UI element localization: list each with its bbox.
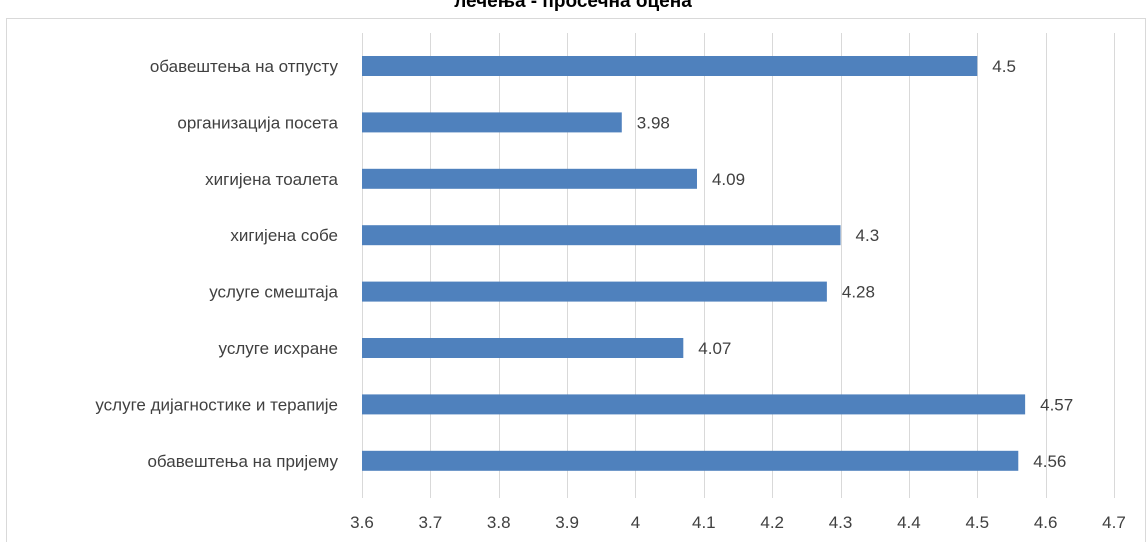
bars bbox=[362, 56, 1026, 471]
category-label: хигијена собе bbox=[230, 226, 338, 245]
category-label: обавештења на пријему bbox=[147, 452, 338, 471]
data-label: 4.3 bbox=[856, 226, 880, 245]
data-label: 4.57 bbox=[1040, 395, 1073, 414]
category-label: хигијена тоалета bbox=[205, 170, 338, 189]
category-labels: обавештења на отпусту организација посета… bbox=[95, 57, 338, 471]
x-tick-label: 4.1 bbox=[692, 513, 716, 532]
category-label: услуге дијагностике и терапије bbox=[95, 395, 338, 414]
bar bbox=[362, 56, 978, 76]
bar bbox=[362, 394, 1026, 415]
x-tick-label: 3.9 bbox=[555, 513, 579, 532]
bar bbox=[362, 225, 841, 246]
category-label: организација посета bbox=[177, 113, 338, 132]
x-tick-label: 4 bbox=[631, 513, 640, 532]
data-label: 4.07 bbox=[698, 339, 731, 358]
x-axis-tick-labels: 3.6 3.7 3.8 3.9 4 4.1 4.2 4.3 4.4 4.5 4.6 4.7 bbox=[350, 513, 1126, 532]
data-label: 4.5 bbox=[992, 57, 1016, 76]
data-label: 4.09 bbox=[712, 170, 745, 189]
x-tick-label: 4.5 bbox=[965, 513, 989, 532]
bar bbox=[362, 112, 622, 133]
chart-title: лечења - просечна оцена bbox=[454, 0, 692, 12]
x-tick-label: 3.8 bbox=[487, 513, 511, 532]
data-label: 4.56 bbox=[1033, 452, 1066, 471]
x-tick-label: 4.2 bbox=[760, 513, 784, 532]
x-tick-label: 4.6 bbox=[1034, 513, 1058, 532]
x-tick-label: 4.3 bbox=[829, 513, 853, 532]
data-label: 4.28 bbox=[842, 283, 875, 302]
data-labels: 4.5 3.98 4.09 4.3 4.28 4.07 4.57 4.56 bbox=[637, 57, 1073, 471]
category-label: услуге смештаја bbox=[209, 283, 338, 302]
bar bbox=[362, 450, 1019, 471]
x-tick-label: 4.7 bbox=[1102, 513, 1126, 532]
x-tick-label: 4.4 bbox=[897, 513, 921, 532]
x-tick-label: 3.6 bbox=[350, 513, 374, 532]
x-tick-label: 3.7 bbox=[419, 513, 443, 532]
category-label: услуге исхране bbox=[219, 339, 338, 358]
grid-lines bbox=[362, 33, 1115, 498]
category-label: обавештења на отпусту bbox=[150, 57, 339, 76]
bar bbox=[362, 168, 697, 189]
data-label: 3.98 bbox=[637, 113, 670, 132]
bar bbox=[362, 338, 684, 358]
bar bbox=[362, 281, 827, 302]
